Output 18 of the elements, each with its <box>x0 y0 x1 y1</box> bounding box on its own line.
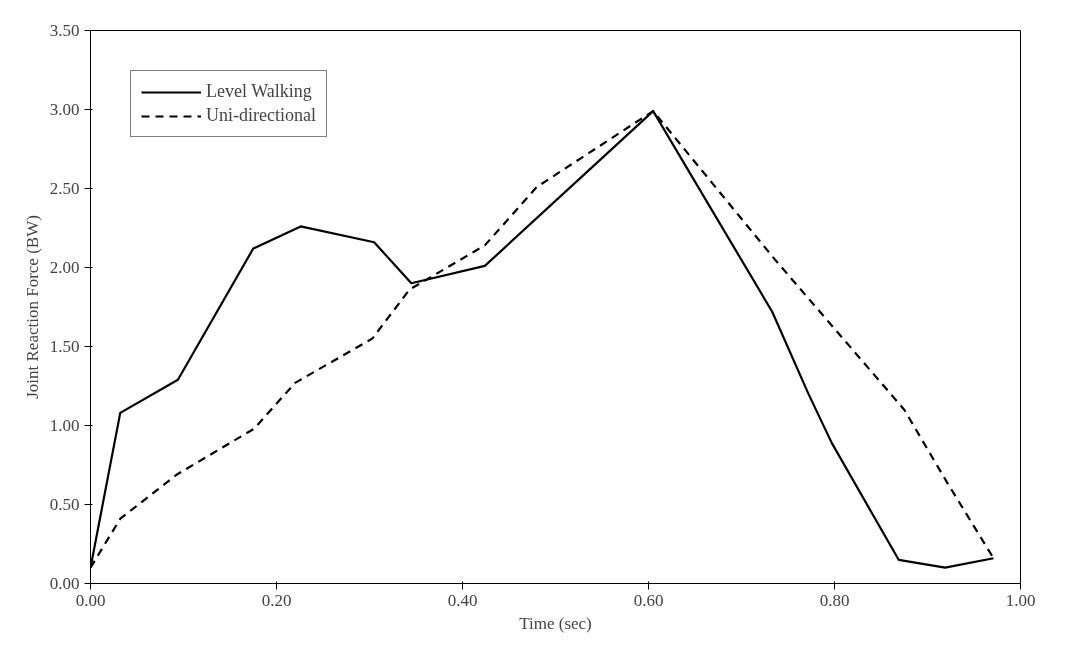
x-tick-label: 0.60 <box>633 590 664 610</box>
x-axis-title: Time (sec) <box>519 613 592 633</box>
y-tick-label: 3.50 <box>49 21 80 40</box>
y-tick-label: 3.00 <box>49 100 80 119</box>
legend-label: Uni-directional <box>206 105 316 126</box>
y-tick-label: 0.50 <box>49 495 80 514</box>
y-tick-label: 1.00 <box>49 416 80 435</box>
y-tick-label: 0.00 <box>49 574 80 593</box>
x-tick-label: 0.00 <box>75 590 106 610</box>
y-tick-label: 2.00 <box>49 258 80 277</box>
x-tick-label: 0.80 <box>819 590 850 610</box>
y-tick-label: 1.50 <box>49 337 80 356</box>
x-tick-label: 1.00 <box>1005 590 1036 610</box>
legend-label: Level Walking <box>206 81 312 102</box>
y-tick-label: 2.50 <box>49 179 80 198</box>
x-tick-label: 0.40 <box>447 590 478 610</box>
x-tick-label: 0.20 <box>261 590 292 610</box>
y-axis-title: Joint Reaction Force (BW) <box>22 215 42 399</box>
